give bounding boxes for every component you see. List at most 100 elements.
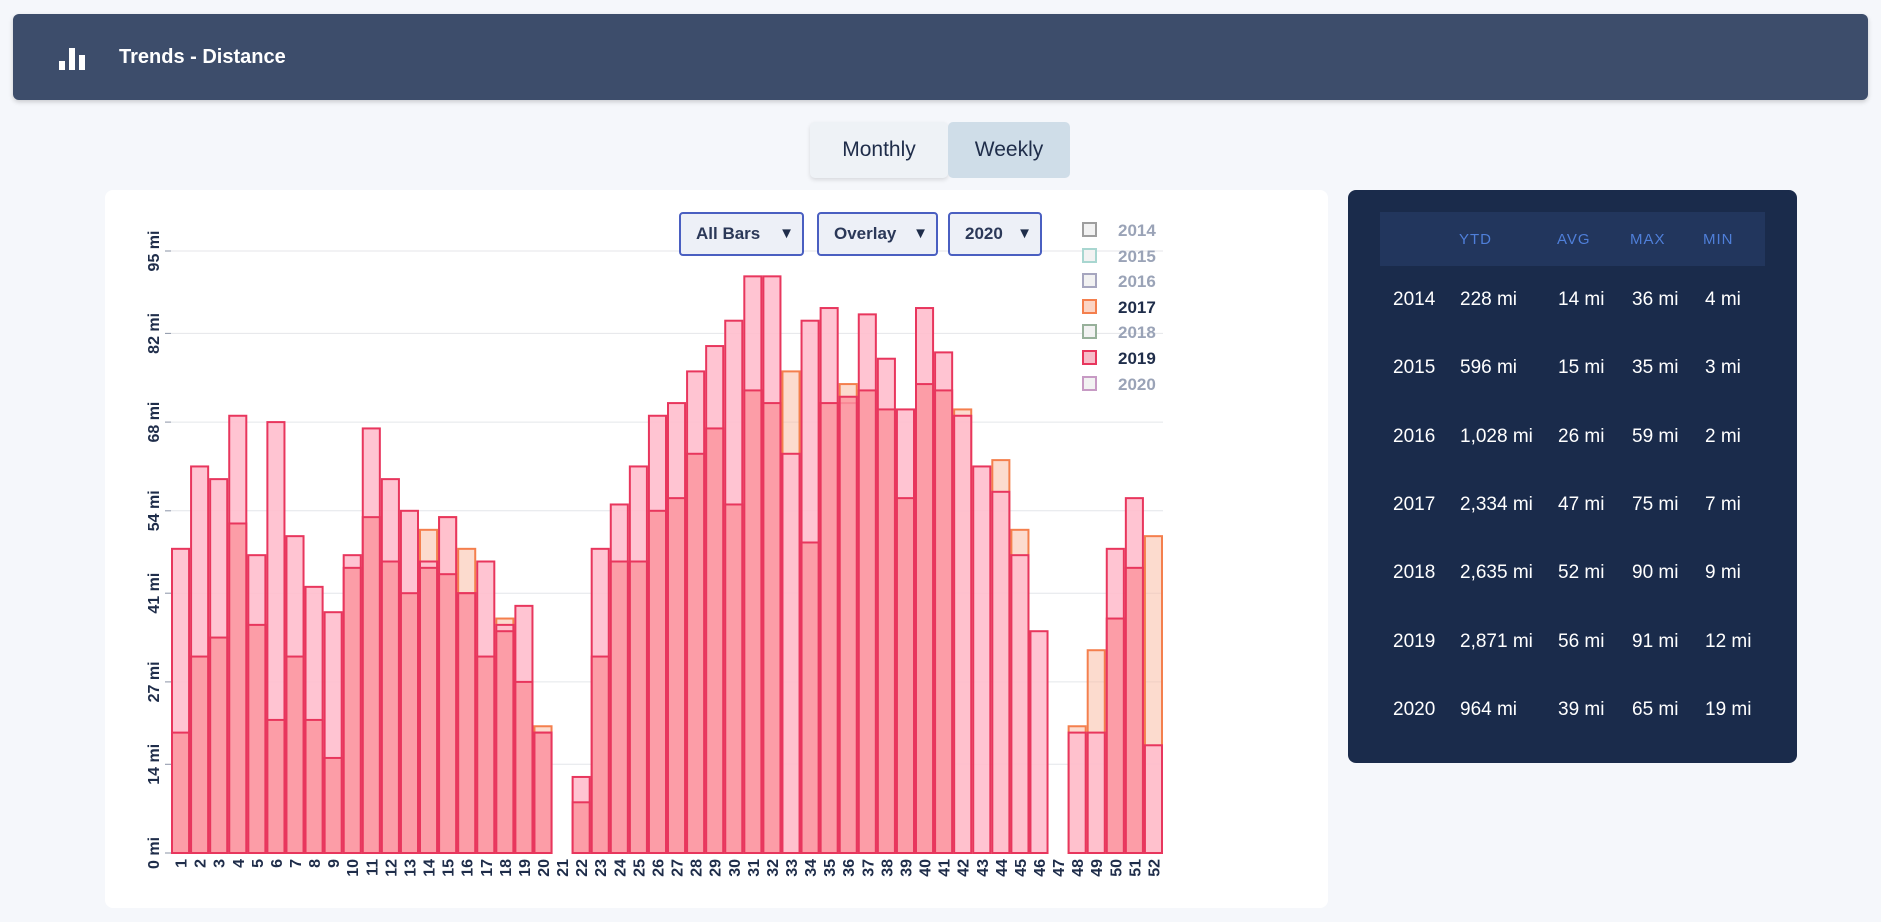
x-tick-label: 31 [746, 859, 763, 877]
bar-2019-week-33 [781, 452, 801, 854]
y-tick-label: 82 mi [146, 313, 163, 354]
x-tick-label: 14 [422, 859, 439, 877]
legend-label: 2019 [1118, 348, 1156, 368]
bar-2020-week-16 [457, 592, 477, 854]
tab-weekly[interactable]: Weekly [948, 122, 1070, 178]
stats-cell-avg: 47 mi [1558, 493, 1605, 515]
stats-cell-avg: 15 mi [1558, 357, 1605, 379]
x-tick-label: 43 [975, 859, 992, 877]
bar-2020-week-30 [724, 503, 744, 854]
app-header: Trends - Distance [13, 14, 1868, 100]
x-tick-label: 22 [574, 859, 591, 877]
x-tick-label: 39 [898, 859, 915, 877]
bar-2020-week-40 [915, 383, 935, 855]
bar-2020-week-27 [667, 497, 687, 854]
x-tick-label: 7 [288, 859, 305, 868]
x-tick-label: 32 [765, 859, 782, 877]
x-tick-label: 11 [364, 859, 381, 876]
chart-card: 0 mi 14 mi 27 mi 41 mi 54 mi 68 mi 82 mi 95 mi 1… [105, 190, 1328, 908]
stats-cell-max: 59 mi [1632, 425, 1679, 447]
bars-dropdown-value: All Bars [696, 224, 761, 243]
bar-chart-icon [59, 46, 89, 70]
stats-cell-ytd: 2,871 mi [1460, 630, 1533, 652]
stats-cell-avg: 26 mi [1558, 425, 1605, 447]
x-tick-label: 33 [784, 859, 801, 877]
tab-monthly[interactable]: Monthly [810, 122, 948, 178]
bar-2020-week-2 [190, 655, 210, 854]
x-tick-label: 23 [593, 859, 610, 877]
legend-label: 2016 [1118, 272, 1156, 292]
legend-label: 2014 [1118, 221, 1156, 240]
x-tick-label: 9 [326, 859, 343, 868]
stats-panel: YTD AVG MAX MIN 2014 228 mi 14 mi 36 mi 4 mi… [1348, 190, 1797, 763]
legend-swatch [1082, 273, 1097, 289]
year-dropdown[interactable]: 2020 ▼ [948, 212, 1042, 256]
x-tick-label: 35 [822, 859, 839, 877]
x-tick-label: 40 [918, 859, 935, 877]
stats-row-2020: 2020 964 mi 39 mi 65 mi 19 mi [1348, 699, 1797, 739]
bar-2020-week-13 [399, 592, 419, 854]
bar-2020-week-11 [361, 516, 381, 854]
stats-cell-max: 35 mi [1632, 357, 1679, 379]
bar-2020-week-9 [323, 756, 343, 855]
stats-row-2017: 2017 2,334 mi 47 mi 75 mi 7 mi [1348, 494, 1797, 534]
x-tick-label: 42 [956, 859, 973, 877]
bar-2020-week-38 [876, 408, 896, 854]
x-tick-label: 26 [650, 859, 667, 877]
x-tick-label: 6 [269, 859, 286, 868]
x-tick-label: 36 [841, 859, 858, 877]
legend-swatch [1082, 247, 1097, 263]
legend-label: 2018 [1118, 323, 1156, 343]
stats-cell-ytd: 2,635 mi [1460, 562, 1533, 584]
legend-label: 2015 [1118, 246, 1156, 266]
bars-dropdown[interactable]: All Bars ▼ [679, 212, 804, 256]
stats-cell-year: 2018 [1393, 562, 1436, 584]
bar-2019-week-46 [1029, 630, 1049, 855]
x-tick-label: 20 [536, 859, 553, 877]
x-tick-label: 50 [1108, 859, 1125, 877]
stats-cell-max: 90 mi [1632, 562, 1679, 584]
stats-cell-min: 19 mi [1705, 698, 1752, 720]
bar-2020-week-36 [838, 395, 858, 854]
y-tick-label: 54 mi [146, 490, 163, 531]
bar-2020-week-35 [819, 402, 839, 855]
x-tick-label: 4 [231, 859, 248, 868]
bar-2020-week-51 [1124, 566, 1144, 854]
stats-cell-max: 36 mi [1632, 289, 1679, 310]
stats-row-2019: 2019 2,871 mi 56 mi 91 mi 12 mi [1348, 631, 1797, 671]
bar-2019-week-45 [1010, 554, 1030, 854]
stats-cell-min: 2 mi [1705, 425, 1741, 447]
x-tick-label: 19 [517, 859, 534, 877]
x-tick-label: 48 [1070, 859, 1087, 877]
bar-2020-week-29 [705, 427, 725, 854]
bar-2020-week-37 [857, 389, 877, 854]
stats-cell-min: 7 mi [1705, 493, 1741, 515]
stats-cell-year: 2014 [1393, 289, 1436, 310]
bar-2020-week-10 [342, 566, 362, 854]
page-title: Trends - Distance [119, 46, 286, 68]
x-tick-label: 17 [479, 859, 496, 877]
x-tick-label: 18 [498, 859, 515, 877]
legend-swatch [1082, 375, 1097, 391]
bar-2020-week-8 [304, 718, 324, 855]
x-tick-label: 37 [860, 859, 877, 877]
stats-cell-ytd: 2,334 mi [1460, 493, 1533, 515]
legend-swatch [1082, 298, 1097, 314]
x-tick-label: 49 [1089, 859, 1106, 877]
y-tick-label: 41 mi [146, 573, 163, 614]
x-tick-label: 41 [937, 859, 954, 877]
stats-row-2016: 2016 1,028 mi 26 mi 59 mi 2 mi [1348, 426, 1797, 466]
stats-row-2014: 2014 228 mi 14 mi 36 mi 4 mi [1348, 289, 1797, 329]
stats-cell-ytd: 964 mi [1460, 698, 1518, 720]
legend-label: 2020 [1118, 374, 1156, 394]
x-tick-label: 2 [193, 859, 210, 868]
x-tick-label: 27 [670, 859, 687, 877]
bar-2020-week-5 [247, 623, 267, 854]
bar-2020-week-15 [438, 573, 458, 854]
x-tick-label: 46 [1032, 859, 1049, 877]
x-tick-label: 3 [212, 859, 229, 868]
bar-2019-week-52 [1143, 744, 1164, 854]
mode-dropdown[interactable]: Overlay ▼ [817, 212, 938, 256]
x-tick-label: 13 [402, 859, 419, 877]
bar-2020-week-50 [1105, 617, 1125, 854]
